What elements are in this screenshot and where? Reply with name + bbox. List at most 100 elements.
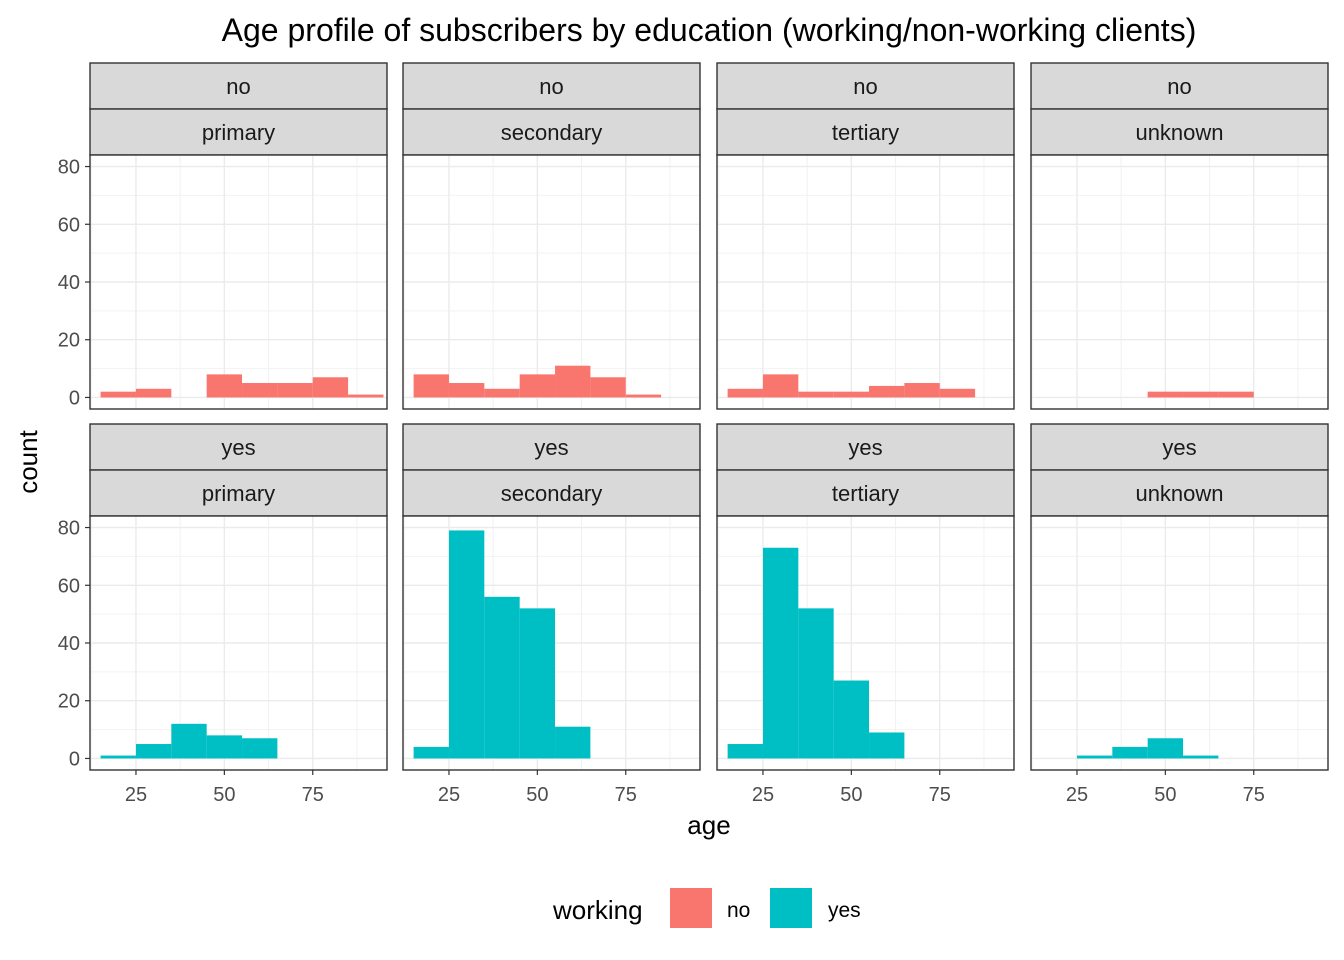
histogram-bar — [1218, 391, 1254, 398]
histogram-bar — [1076, 755, 1113, 759]
strip-education — [89, 108, 388, 156]
strip-label-education: secondary — [501, 120, 603, 145]
facet-panel-yes-unknown: yes unknown 25 50 75 — [1030, 423, 1329, 806]
y-tick-label: 40 — [58, 272, 80, 294]
histogram-bar — [206, 735, 243, 759]
histogram-bar — [833, 680, 870, 759]
histogram-bar — [869, 732, 905, 759]
facet-panels: noprimary020406080nosecondarynotertiaryn… — [58, 62, 1329, 806]
chart-title: Age profile of subscribers by education … — [222, 12, 1197, 48]
legend-title: working — [552, 895, 643, 925]
x-tick-label: 25 — [752, 784, 774, 806]
histogram-bar — [100, 391, 136, 398]
histogram-bar — [348, 394, 384, 398]
histogram-bar — [519, 374, 556, 398]
strip-label-working: no — [539, 74, 563, 99]
strip-label-education: tertiary — [832, 481, 899, 506]
strip-label-working: no — [853, 74, 877, 99]
panel-border — [1030, 154, 1329, 410]
strip-label-working: yes — [534, 435, 568, 460]
histogram-bar — [100, 755, 136, 759]
y-tick-label: 0 — [69, 387, 80, 409]
y-axis-title: count — [13, 429, 43, 493]
histogram-bar — [206, 374, 243, 398]
y-tick-label: 40 — [58, 633, 80, 655]
strip-label-education: unknown — [1135, 481, 1223, 506]
histogram-bar — [1183, 391, 1219, 398]
strip-label-education: unknown — [1135, 120, 1223, 145]
strip-education — [716, 108, 1015, 156]
strip-working — [716, 423, 1015, 471]
x-tick-label: 75 — [615, 784, 637, 806]
strip-education — [402, 108, 701, 156]
histogram-bar — [519, 608, 556, 759]
panel-border — [402, 515, 701, 771]
histogram-bar — [171, 723, 207, 759]
histogram-bar — [484, 388, 520, 398]
histogram-bar — [555, 726, 591, 759]
histogram-bar — [1147, 391, 1184, 398]
panel-border — [716, 515, 1015, 771]
histogram-bar — [555, 365, 591, 398]
y-tick-label: 80 — [58, 518, 80, 540]
panel-border — [402, 154, 701, 410]
histogram-bar — [727, 388, 763, 398]
facet-panel-no-primary: no primary 0 20 40 60 80 — [58, 62, 388, 410]
histogram-bar — [762, 547, 799, 759]
x-tick-label: 50 — [1154, 784, 1176, 806]
histogram-bar — [1183, 755, 1219, 759]
facet-panel-yes-primary: yes primary 0 20 40 60 80 25 50 75 — [58, 423, 388, 806]
histogram-bar — [939, 388, 976, 398]
strip-label-education: tertiary — [832, 120, 899, 145]
histogram-bar — [448, 383, 485, 398]
histogram-bar — [484, 596, 520, 759]
histogram-bar — [277, 383, 313, 398]
x-tick-label: 50 — [213, 784, 235, 806]
strip-working — [402, 62, 701, 110]
y-tick-label: 0 — [69, 748, 80, 770]
y-tick-label: 80 — [58, 157, 80, 179]
histogram-bar — [798, 608, 834, 759]
histogram-bar — [869, 385, 905, 398]
histogram-bar — [762, 374, 799, 398]
strip-label-education: primary — [202, 481, 275, 506]
strip-education — [402, 469, 701, 517]
y-tick-label: 60 — [58, 214, 80, 236]
histogram-bar — [413, 746, 449, 759]
strip-label-education: primary — [202, 120, 275, 145]
facet-panel-yes-tertiary: yes tertiary 25 50 75 — [716, 423, 1015, 806]
histogram-bar — [1112, 746, 1148, 759]
histogram-bar — [590, 377, 626, 398]
histogram-bar — [727, 744, 763, 759]
strip-label-working: yes — [221, 435, 255, 460]
panel-border — [1030, 515, 1329, 771]
histogram-bar — [312, 377, 349, 398]
x-tick-label: 50 — [526, 784, 548, 806]
histogram-bar — [1147, 738, 1184, 759]
histogram-bar — [448, 530, 485, 759]
strip-working — [1030, 62, 1329, 110]
facet-panel-no-tertiary: no tertiary — [716, 62, 1015, 410]
histogram-bar — [135, 388, 172, 398]
panel-border — [716, 154, 1015, 410]
y-tick-label: 20 — [58, 691, 80, 713]
histogram-bar — [413, 374, 449, 398]
x-tick-label: 25 — [438, 784, 460, 806]
strip-working — [716, 62, 1015, 110]
y-tick-label: 20 — [58, 330, 80, 352]
histogram-bar — [798, 391, 834, 398]
facet-panel-no-unknown: no unknown — [1030, 62, 1329, 410]
strip-label-working: yes — [1162, 435, 1196, 460]
x-tick-label: 75 — [302, 784, 324, 806]
strip-working — [1030, 423, 1329, 471]
strip-label-working: no — [226, 74, 250, 99]
legend-label-no: no — [727, 899, 750, 922]
strip-education — [716, 469, 1015, 517]
histogram-bar — [242, 383, 278, 398]
strip-label-working: yes — [848, 435, 882, 460]
strip-working — [89, 62, 388, 110]
strip-working — [89, 423, 388, 471]
x-axis-title: age — [687, 810, 730, 840]
histogram-bar — [242, 738, 278, 759]
